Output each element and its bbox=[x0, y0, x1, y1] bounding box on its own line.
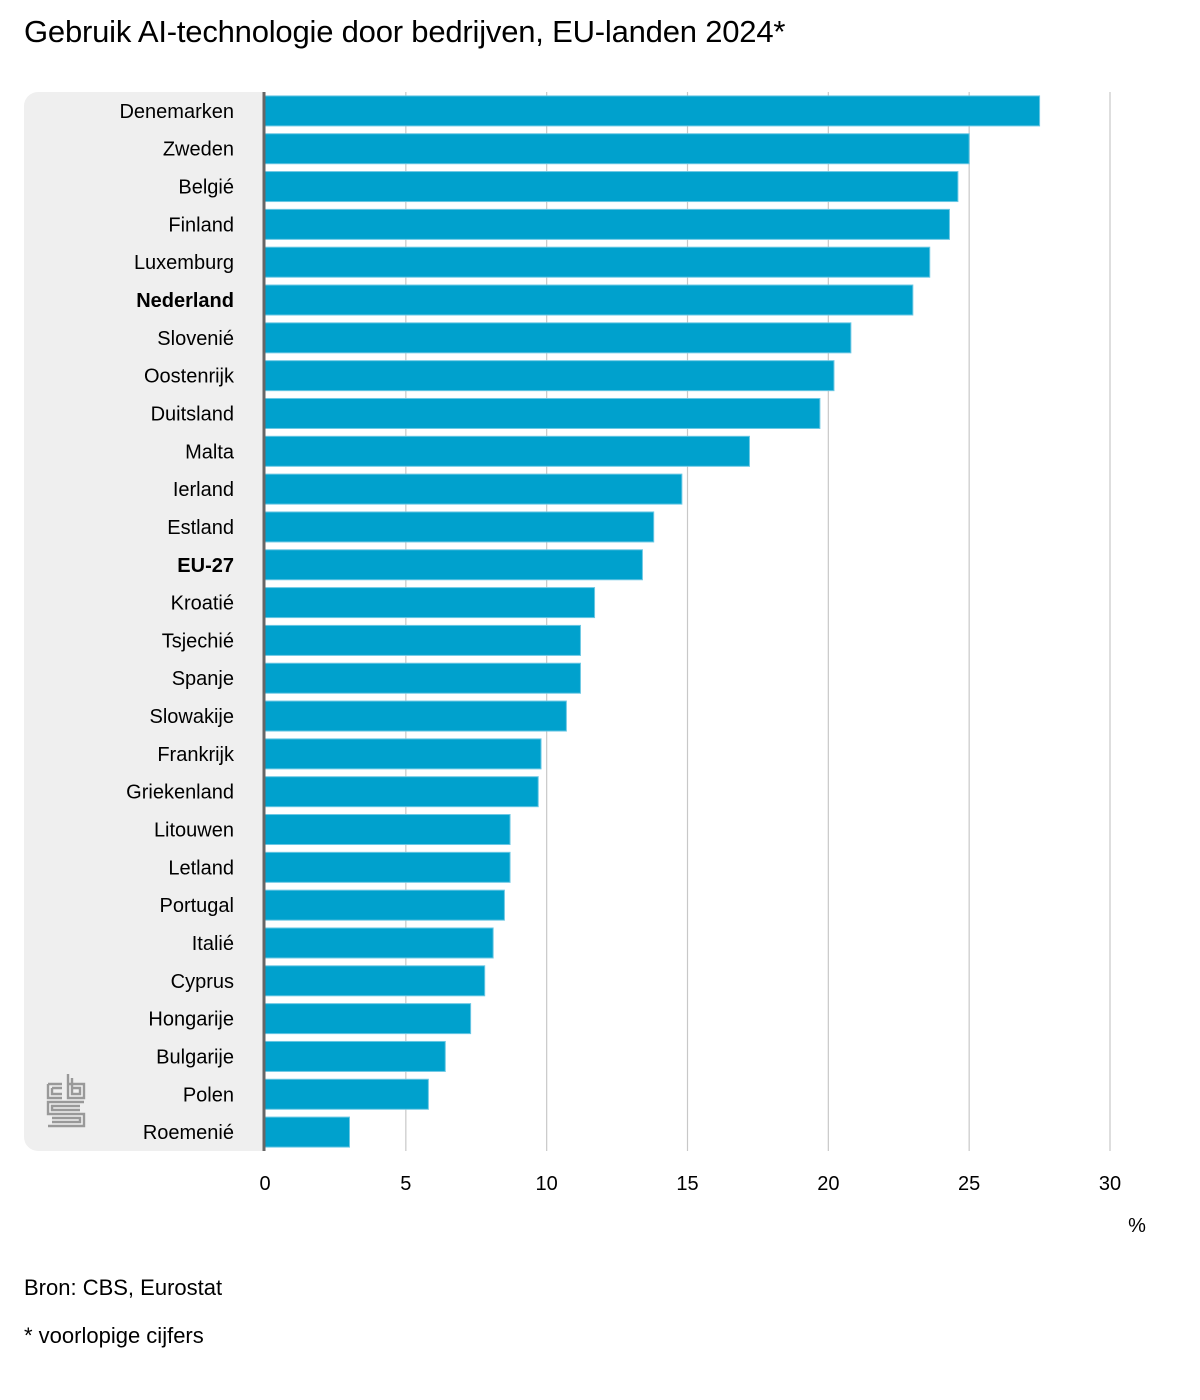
bar bbox=[264, 851, 511, 883]
chart-title: Gebruik AI-technologie door bedrijven, E… bbox=[24, 14, 786, 49]
category-label: Frankrijk bbox=[157, 744, 235, 766]
category-label: Hongarije bbox=[148, 1009, 234, 1031]
category-labels: Denemarken Zweden Belgié Finland Luxemburg Ne… bbox=[119, 101, 235, 1144]
category-label: Oostenrijk bbox=[144, 366, 235, 388]
category-label: Malta bbox=[185, 441, 235, 463]
category-label-panel bbox=[24, 92, 264, 1151]
category-label: Luxemburg bbox=[134, 252, 234, 274]
x-tick-label: 0 bbox=[259, 1173, 270, 1195]
category-label: Tsjechié bbox=[162, 630, 234, 652]
bar bbox=[264, 700, 567, 732]
bar bbox=[264, 133, 970, 165]
bar bbox=[264, 95, 1041, 127]
category-label: Ierland bbox=[173, 479, 234, 501]
bar bbox=[264, 549, 643, 581]
category-label: Spanje bbox=[172, 668, 234, 690]
bar bbox=[264, 1116, 350, 1148]
category-label: Polen bbox=[183, 1084, 234, 1106]
x-tick-label: 25 bbox=[958, 1173, 980, 1195]
x-tick-label: 5 bbox=[400, 1173, 411, 1195]
category-label: Denemarken bbox=[119, 101, 234, 123]
category-label: EU-27 bbox=[177, 555, 234, 577]
bar bbox=[264, 814, 511, 846]
bar bbox=[264, 473, 683, 505]
category-label: Griekenland bbox=[126, 782, 234, 804]
x-tick-label: 20 bbox=[817, 1173, 839, 1195]
category-label: Duitsland bbox=[151, 403, 234, 425]
category-label: Slovenié bbox=[157, 328, 234, 350]
bar bbox=[264, 322, 852, 354]
category-label: Letland bbox=[168, 857, 234, 879]
bar-chart: Denemarken Zweden Belgié Finland Luxemburg Ne… bbox=[119, 92, 1146, 1237]
x-tick-label: 30 bbox=[1099, 1173, 1121, 1195]
bar bbox=[264, 1078, 429, 1110]
bar bbox=[264, 511, 655, 543]
category-label: Roemenié bbox=[143, 1122, 234, 1144]
bar bbox=[264, 738, 542, 770]
bar bbox=[264, 208, 950, 240]
cbs-logo-icon bbox=[46, 1074, 86, 1128]
bar bbox=[264, 587, 596, 619]
category-label: Italié bbox=[192, 933, 234, 955]
category-label: Belgié bbox=[178, 177, 234, 199]
bar bbox=[264, 624, 581, 656]
category-label: Zweden bbox=[163, 139, 234, 161]
bar bbox=[264, 1040, 446, 1072]
bar bbox=[264, 927, 494, 959]
category-label: Bulgarije bbox=[156, 1046, 234, 1068]
bar bbox=[264, 1003, 472, 1035]
x-tick-label: 10 bbox=[536, 1173, 558, 1195]
source-note: Bron: CBS, Eurostat bbox=[24, 1275, 223, 1300]
category-label: Cyprus bbox=[171, 971, 234, 993]
bar bbox=[264, 360, 835, 392]
category-label: Portugal bbox=[160, 895, 235, 917]
category-label: Estland bbox=[167, 517, 234, 539]
x-tick-labels: 0 5 10 15 20 25 30 bbox=[259, 1173, 1121, 1195]
x-tick-label: 15 bbox=[676, 1173, 698, 1195]
bar bbox=[264, 965, 486, 997]
bar bbox=[264, 397, 821, 429]
bar bbox=[264, 246, 931, 278]
bar bbox=[264, 662, 581, 694]
bar bbox=[264, 776, 539, 808]
category-label: Litouwen bbox=[154, 820, 234, 842]
bar bbox=[264, 171, 959, 203]
category-label: Slowakije bbox=[150, 706, 234, 728]
x-axis-unit-label: % bbox=[1128, 1215, 1146, 1237]
bar bbox=[264, 889, 505, 921]
category-label: Finland bbox=[168, 214, 234, 236]
category-label: Nederland bbox=[136, 290, 234, 312]
category-label: Kroatié bbox=[171, 593, 234, 615]
provisional-note: * voorlopige cijfers bbox=[24, 1323, 204, 1348]
bars bbox=[264, 95, 1041, 1148]
bar bbox=[264, 435, 750, 467]
bar bbox=[264, 284, 914, 316]
